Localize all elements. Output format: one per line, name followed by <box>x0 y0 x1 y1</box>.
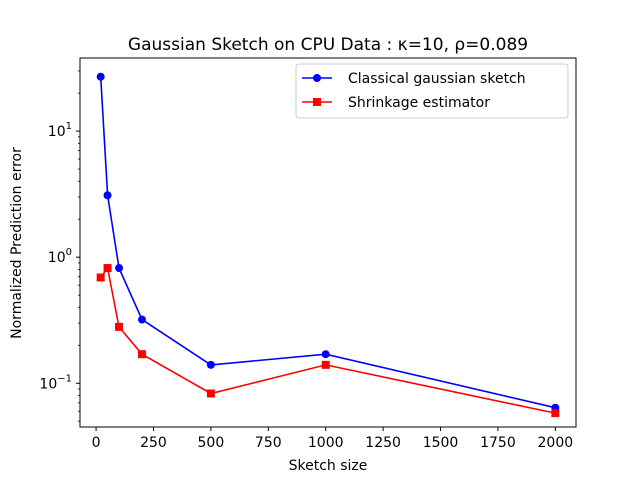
data-point-square <box>206 389 215 398</box>
y-tick-label: 100 <box>48 247 72 266</box>
data-point-square <box>115 322 124 331</box>
legend-marker-square <box>313 98 321 106</box>
x-axis-label: Sketch size <box>289 458 368 474</box>
x-tick-label: 1250 <box>365 435 401 451</box>
y-tick-label: 10−1 <box>39 373 72 392</box>
data-point-square <box>551 409 560 418</box>
data-point-circle <box>103 191 112 200</box>
y-axis: 10−1 100 101 <box>39 70 80 422</box>
data-point-circle <box>96 72 105 81</box>
y-tick-label: 101 <box>48 121 72 140</box>
axes-frame <box>79 57 577 428</box>
data-point-square <box>96 273 105 282</box>
x-tick-label: 0 <box>92 435 101 451</box>
data-point-square <box>138 350 146 359</box>
legend-label: Shrinkage estimator <box>348 95 490 111</box>
data-point-circle <box>206 360 215 369</box>
x-tick-label: 500 <box>198 435 225 451</box>
x-tick-label: 750 <box>255 435 282 451</box>
legend: Classical gaussian sketch Shrinkage estim… <box>295 63 569 119</box>
y-axis-label: Normalized Prediction error <box>9 147 25 339</box>
legend-marker-circle <box>313 74 321 82</box>
x-tick-label: 1500 <box>423 435 459 451</box>
x-tick-label: 250 <box>140 435 167 451</box>
x-tick-label: 1750 <box>480 435 516 451</box>
data-point-square <box>103 264 112 273</box>
x-tick-label: 2000 <box>538 435 574 451</box>
x-tick-label: 1000 <box>308 435 344 451</box>
data-point-square <box>321 360 330 369</box>
x-axis: 0 250 500 750 1000 1250 1500 1750 2000 <box>92 427 574 451</box>
legend-label: Classical gaussian sketch <box>348 71 526 87</box>
legend-frame <box>295 63 569 119</box>
data-point-circle <box>138 315 146 324</box>
data-point-circle <box>115 264 124 273</box>
data-point-circle <box>321 350 330 359</box>
chart-title: Gaussian Sketch on CPU Data : κ=10, ρ=0.… <box>128 35 528 55</box>
plot-area <box>96 72 560 418</box>
